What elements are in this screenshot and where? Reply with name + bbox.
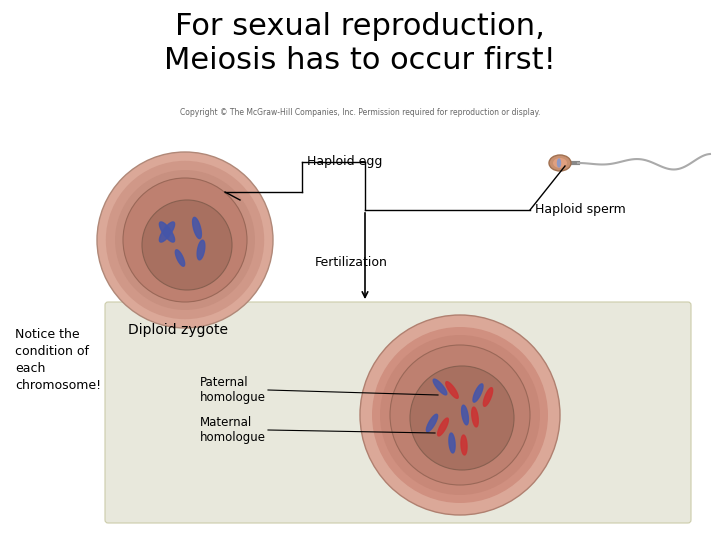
Circle shape — [372, 327, 548, 503]
Polygon shape — [176, 249, 184, 266]
Text: Haploid sperm: Haploid sperm — [535, 204, 626, 217]
Text: Fertilization: Fertilization — [315, 256, 388, 269]
Circle shape — [360, 315, 560, 515]
Circle shape — [123, 178, 247, 302]
Polygon shape — [438, 418, 449, 436]
Polygon shape — [483, 388, 492, 406]
Circle shape — [106, 161, 264, 319]
Polygon shape — [433, 379, 447, 395]
Text: Notice the
condition of
each
chromosome!: Notice the condition of each chromosome! — [15, 328, 101, 392]
Polygon shape — [159, 222, 175, 242]
Text: For sexual reproduction,
Meiosis has to occur first!: For sexual reproduction, Meiosis has to … — [164, 12, 556, 75]
Polygon shape — [472, 407, 478, 427]
Polygon shape — [159, 222, 175, 242]
Polygon shape — [449, 433, 455, 453]
Ellipse shape — [553, 158, 567, 168]
Circle shape — [123, 178, 247, 302]
Polygon shape — [446, 382, 458, 399]
Text: Copyright © The McGraw-Hill Companies, Inc. Permission required for reproduction: Copyright © The McGraw-Hill Companies, I… — [180, 108, 540, 117]
Polygon shape — [192, 217, 202, 239]
Polygon shape — [426, 414, 438, 432]
Text: Paternal
homologue: Paternal homologue — [200, 376, 266, 404]
Circle shape — [380, 335, 540, 495]
Circle shape — [115, 170, 255, 310]
Circle shape — [142, 200, 232, 290]
Circle shape — [390, 345, 530, 485]
Text: Diploid zygote: Diploid zygote — [128, 323, 228, 337]
FancyBboxPatch shape — [105, 302, 691, 523]
Polygon shape — [462, 405, 469, 425]
Circle shape — [410, 366, 514, 470]
Polygon shape — [197, 240, 205, 260]
Text: Haploid egg: Haploid egg — [307, 156, 382, 168]
Polygon shape — [557, 159, 560, 167]
Polygon shape — [473, 384, 483, 402]
Circle shape — [97, 152, 273, 328]
Polygon shape — [461, 435, 467, 455]
Ellipse shape — [549, 155, 571, 171]
Text: Maternal
homologue: Maternal homologue — [200, 416, 266, 444]
